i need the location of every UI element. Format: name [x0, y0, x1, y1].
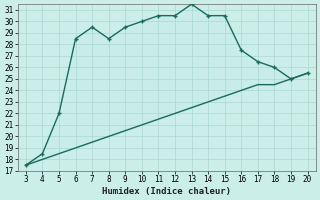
X-axis label: Humidex (Indice chaleur): Humidex (Indice chaleur) — [102, 187, 231, 196]
